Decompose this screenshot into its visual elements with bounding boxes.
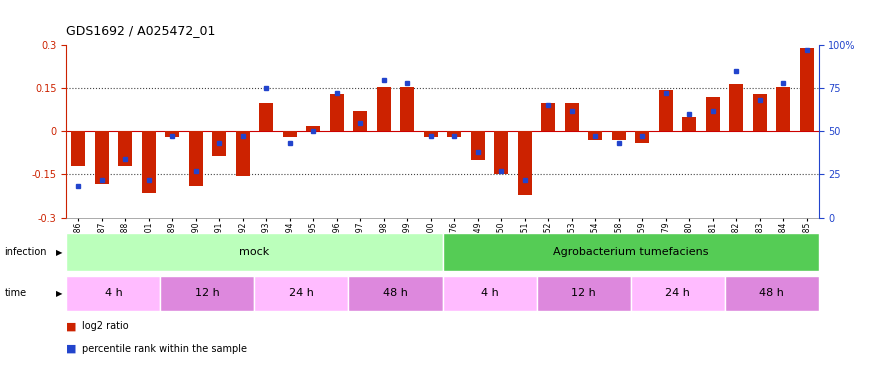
Bar [235,131,250,176]
Text: ■: ■ [66,344,77,354]
Bar [589,131,603,140]
Bar [536,276,630,310]
Bar [424,131,438,137]
Text: 12 h: 12 h [571,288,596,298]
Bar [66,233,442,271]
Bar [725,276,819,310]
Bar [682,117,696,131]
Bar [189,131,203,186]
Bar [442,233,819,271]
Bar [729,84,743,131]
Text: 24 h: 24 h [666,288,690,298]
Bar [494,131,508,174]
Text: GDS1692 / A025472_01: GDS1692 / A025472_01 [66,24,216,38]
Bar [518,131,532,195]
Bar [442,276,536,310]
Bar [71,131,85,166]
Bar [377,87,391,131]
Bar [329,94,343,131]
Bar [353,111,367,131]
Bar [565,102,579,131]
Bar [542,102,556,131]
Bar [630,276,725,310]
Bar [165,131,179,137]
Bar [612,131,626,140]
Bar [212,131,227,156]
Bar [306,126,320,131]
Bar [282,131,296,137]
Text: 48 h: 48 h [383,288,408,298]
Text: time: time [4,288,27,298]
Text: 4 h: 4 h [104,288,122,298]
Bar [471,131,485,160]
Bar [259,102,273,131]
Text: 48 h: 48 h [759,288,784,298]
Text: 4 h: 4 h [481,288,498,298]
Bar [705,97,720,131]
Bar [635,131,650,143]
Text: infection: infection [4,247,47,257]
Bar [658,90,673,131]
Bar [776,87,790,131]
Text: ■: ■ [66,321,77,331]
Text: log2 ratio: log2 ratio [82,321,129,331]
Bar [118,131,132,166]
Bar [400,87,414,131]
Bar [95,131,109,184]
Text: mock: mock [239,247,270,257]
Bar [255,276,349,310]
Bar [800,48,814,131]
Text: 24 h: 24 h [289,288,314,298]
Text: percentile rank within the sample: percentile rank within the sample [82,344,247,354]
Bar [447,131,461,137]
Bar [142,131,156,193]
Text: 12 h: 12 h [195,288,219,298]
Bar [160,276,255,310]
Bar [66,276,160,310]
Bar [349,276,442,310]
Bar [753,94,767,131]
Text: ▶: ▶ [56,289,62,298]
Text: Agrobacterium tumefaciens: Agrobacterium tumefaciens [553,247,708,257]
Text: ▶: ▶ [56,248,62,256]
